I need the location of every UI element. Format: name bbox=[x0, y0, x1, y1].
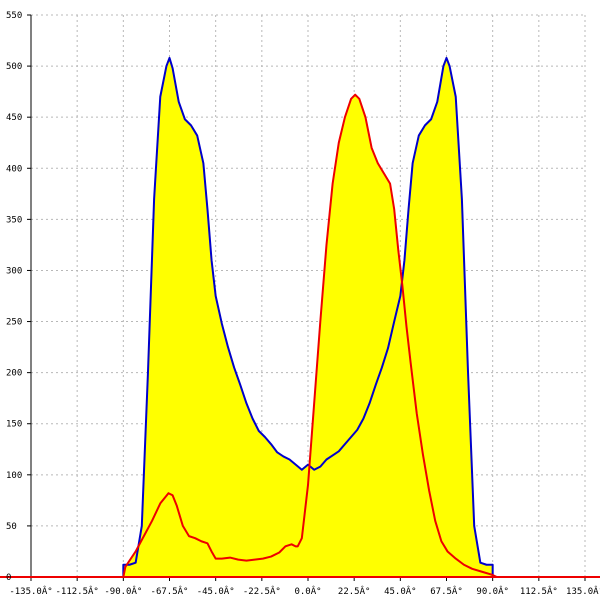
x-tick-label: 90.0Â° bbox=[476, 585, 509, 597]
filled-areas bbox=[31, 57, 585, 578]
y-tick-label: 250 bbox=[6, 318, 22, 328]
x-tick-label: 135.0Â° bbox=[566, 585, 600, 597]
series-lines bbox=[31, 56, 585, 578]
tick-labels: 0 50 100 150 200 250 300 350 400 450 500 550 -135.0Â… bbox=[6, 11, 600, 597]
x-tick-label: 0.0Â° bbox=[294, 585, 321, 597]
y-tick-label: 400 bbox=[6, 164, 22, 174]
x-tick-label: -45.0Â° bbox=[197, 585, 235, 597]
y-tick-label: 500 bbox=[6, 62, 22, 72]
y-tick-label: 100 bbox=[6, 471, 22, 481]
x-tick-label: 112.5Â° bbox=[520, 585, 558, 597]
axes bbox=[0, 14, 600, 581]
x-tick-label: -112.5Â° bbox=[55, 585, 98, 597]
y-tick-label: 0 bbox=[6, 573, 11, 583]
x-tick-label: -135.0Â° bbox=[9, 585, 52, 597]
x-tick-label: -90.0Â° bbox=[104, 585, 142, 597]
x-tick-label: 67.5Â° bbox=[430, 585, 463, 597]
series-2-line bbox=[31, 93, 585, 578]
y-tick-label: 450 bbox=[6, 113, 22, 123]
y-tick-label: 50 bbox=[6, 522, 17, 532]
x-tick-label: 22.5Â° bbox=[338, 585, 371, 597]
x-tick-label: -67.5Â° bbox=[151, 585, 189, 597]
series-1-line bbox=[122, 56, 494, 577]
x-tick-label: -22.5Â° bbox=[243, 585, 281, 597]
y-tick-label: 300 bbox=[6, 266, 22, 276]
x-tick-label: 45.0Â° bbox=[384, 585, 417, 597]
y-tick-label: 150 bbox=[6, 420, 22, 430]
y-tick-label: 200 bbox=[6, 369, 22, 379]
y-tick-label: 350 bbox=[6, 215, 22, 225]
y-tick-label: 550 bbox=[6, 11, 22, 21]
